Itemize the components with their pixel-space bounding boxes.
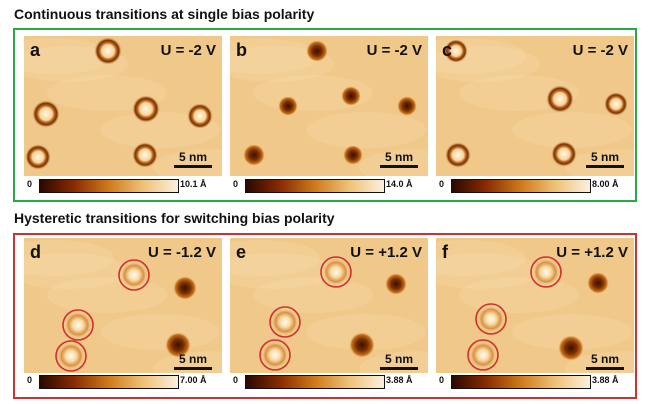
colorbar-a: 0 10.1 Å [24, 178, 222, 194]
scale-bar: 5 nm [174, 150, 212, 168]
panel-label: a [30, 40, 41, 60]
molecule-feature [341, 86, 361, 106]
molecule-feature [445, 142, 471, 168]
molecule-feature [397, 96, 417, 116]
molecule-feature [306, 40, 328, 62]
molecule-feature [262, 342, 288, 368]
molecule-feature [25, 144, 51, 170]
molecule-feature [121, 262, 147, 288]
stm-panel-a: a U = -2 V 5 nm [24, 36, 222, 176]
section-frame-hysteretic [13, 233, 637, 399]
molecule-feature [278, 96, 298, 116]
molecule-feature [533, 259, 559, 285]
molecule-feature [132, 142, 158, 168]
highlight-circle [55, 340, 87, 372]
molecule-feature [94, 37, 122, 65]
section-frame-continuous [13, 28, 637, 202]
scale-bar: 5 nm [586, 150, 624, 168]
colorbar-b: 0 14.0 Å [230, 178, 428, 194]
molecule-feature [343, 145, 363, 165]
scale-bar: 5 nm [586, 352, 624, 370]
colorbar-f: 0 3.88 Å [436, 374, 634, 390]
colorbar-d: 0 7.00 Å [24, 374, 222, 390]
section-title-continuous: Continuous transitions at single bias po… [14, 6, 315, 22]
highlight-circle [530, 256, 562, 288]
stm-image-c [436, 36, 634, 176]
scale-bar: 5 nm [174, 352, 212, 370]
molecule-feature [187, 103, 213, 129]
molecule-feature [132, 95, 160, 123]
highlight-circle [467, 339, 499, 371]
stm-image-a [24, 36, 222, 176]
highlight-circle [118, 259, 150, 291]
panel-label: d [30, 242, 41, 262]
molecule-feature [272, 309, 298, 335]
molecule-feature [32, 100, 60, 128]
stm-panel-d: d U = -1.2 V 5 nm [24, 238, 222, 378]
molecule-feature [65, 312, 91, 338]
molecule-feature [587, 272, 609, 294]
colorbar-c: 0 8.00 Å [436, 178, 634, 194]
stm-panel-f: f U = +1.2 V 5 nm [436, 238, 634, 378]
molecule-feature [604, 92, 628, 116]
bias-voltage-label: U = -2 V [160, 42, 216, 59]
stm-panel-b: b U = -2 V 5 nm [230, 36, 428, 176]
molecule-feature [478, 306, 504, 332]
colorbar-e: 0 3.88 Å [230, 374, 428, 390]
stm-image-e [230, 238, 428, 373]
panel-label: c [442, 40, 453, 60]
molecule-feature [385, 273, 407, 295]
molecule-feature [173, 276, 197, 300]
highlight-circle [320, 256, 352, 288]
molecule-feature [323, 259, 349, 285]
molecule-feature [58, 343, 84, 369]
molecule-feature [558, 335, 584, 361]
highlight-circle [269, 306, 301, 338]
molecule-feature [444, 39, 468, 63]
panel-label: f [442, 242, 448, 262]
panel-label: e [236, 242, 247, 262]
panel-label: b [236, 40, 247, 60]
molecule-feature [349, 332, 375, 358]
highlight-circle [259, 339, 291, 371]
molecule-feature [546, 85, 574, 113]
molecule-feature [165, 332, 191, 358]
molecule-feature [243, 144, 265, 166]
bias-voltage-label: U = +1.2 V [556, 244, 628, 261]
bias-voltage-label: U = +1.2 V [350, 244, 422, 261]
scale-bar: 5 nm [380, 352, 418, 370]
bias-voltage-label: U = -2 V [572, 42, 628, 59]
highlight-circle [62, 309, 94, 341]
bias-voltage-label: U = -2 V [366, 42, 422, 59]
stm-image-b [230, 36, 428, 176]
highlight-circle [475, 303, 507, 335]
stm-image-f [436, 238, 634, 373]
stm-panel-e: e U = +1.2 V 5 nm [230, 238, 428, 378]
scale-bar: 5 nm [380, 150, 418, 168]
molecule-feature [470, 342, 496, 368]
bias-voltage-label: U = -1.2 V [148, 244, 216, 261]
section-title-hysteretic: Hysteretic transitions for switching bia… [14, 210, 335, 226]
stm-panel-c: c U = -2 V 5 nm [436, 36, 634, 176]
molecule-feature [551, 141, 577, 167]
